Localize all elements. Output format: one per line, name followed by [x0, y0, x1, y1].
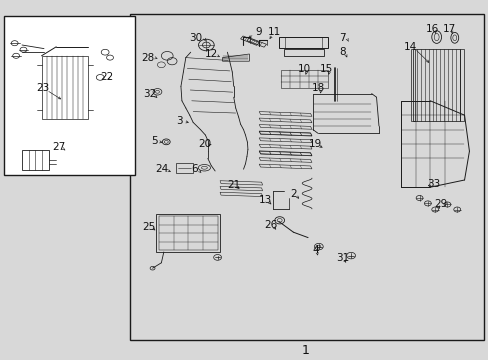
Bar — [278, 37, 327, 48]
Bar — [412, 49, 459, 121]
Text: 27: 27 — [52, 142, 65, 152]
Text: 26: 26 — [263, 220, 277, 230]
Text: 7: 7 — [338, 33, 345, 43]
Text: 13: 13 — [258, 195, 272, 205]
Text: 14: 14 — [403, 42, 417, 52]
Text: 32: 32 — [143, 89, 157, 99]
Text: 11: 11 — [267, 27, 281, 37]
Text: 31: 31 — [335, 253, 348, 263]
Bar — [156, 214, 220, 252]
Bar — [410, 49, 414, 121]
Bar — [459, 49, 463, 121]
Text: 10: 10 — [298, 64, 310, 74]
Text: 25: 25 — [142, 222, 156, 232]
Text: 9: 9 — [255, 27, 262, 37]
Text: 29: 29 — [433, 199, 447, 210]
Text: 20: 20 — [198, 139, 210, 149]
Bar — [129, 14, 483, 340]
Text: 1: 1 — [301, 344, 309, 357]
Text: 24: 24 — [155, 164, 169, 174]
Text: 22: 22 — [100, 72, 113, 82]
Text: 8: 8 — [338, 47, 345, 57]
Text: 19: 19 — [308, 139, 322, 149]
Text: 28: 28 — [141, 53, 155, 63]
Text: 23: 23 — [36, 83, 50, 93]
Text: 2: 2 — [289, 189, 296, 199]
Bar — [41, 56, 88, 119]
Text: 4: 4 — [311, 245, 318, 255]
Text: 16: 16 — [425, 24, 439, 34]
Text: 15: 15 — [319, 64, 333, 74]
Text: 17: 17 — [442, 24, 456, 34]
Bar — [281, 70, 327, 88]
Text: 12: 12 — [204, 49, 218, 59]
Bar — [283, 49, 323, 56]
Text: 21: 21 — [226, 180, 240, 190]
Bar — [159, 216, 217, 250]
Text: 6: 6 — [191, 164, 198, 174]
Text: 18: 18 — [311, 83, 325, 93]
Text: 33: 33 — [427, 179, 440, 189]
Text: 30: 30 — [189, 33, 202, 43]
Text: 3: 3 — [176, 116, 183, 126]
Bar — [22, 150, 49, 170]
Text: 5: 5 — [150, 136, 157, 146]
Bar — [4, 16, 135, 175]
